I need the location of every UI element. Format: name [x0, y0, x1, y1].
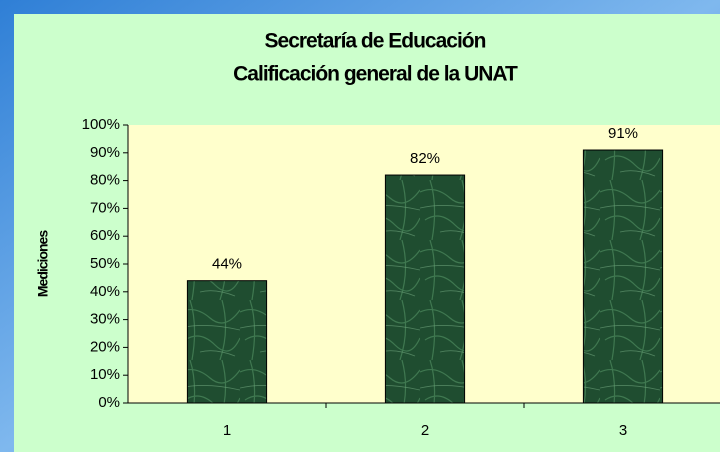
y-tick-label: 50%	[90, 255, 120, 272]
y-tick-label: 40%	[90, 283, 120, 300]
bar	[582, 149, 664, 404]
data-label: 82%	[410, 150, 440, 167]
x-tick-label: 3	[619, 422, 627, 439]
y-tick-label: 20%	[90, 338, 120, 355]
y-tick-label: 60%	[90, 227, 120, 244]
y-tick-label: 0%	[98, 394, 120, 411]
bar	[186, 280, 268, 404]
chart-subtitle: Calificación general de la UNAT	[233, 63, 518, 86]
y-tick-label: 30%	[90, 311, 120, 328]
y-axis-label: Mediciones	[35, 230, 51, 297]
y-tick-label: 100%	[82, 116, 120, 133]
y-tick-label: 90%	[90, 144, 120, 161]
chart-title: Secretaría de Educación	[265, 30, 486, 53]
data-label: 44%	[212, 256, 242, 273]
x-tick-label: 2	[421, 422, 429, 439]
y-tick-label: 10%	[90, 366, 120, 383]
data-label: 91%	[608, 125, 638, 142]
y-tick-label: 80%	[90, 172, 120, 189]
y-tick-label: 70%	[90, 199, 120, 216]
bar	[384, 174, 466, 404]
x-tick-label: 1	[223, 422, 231, 439]
